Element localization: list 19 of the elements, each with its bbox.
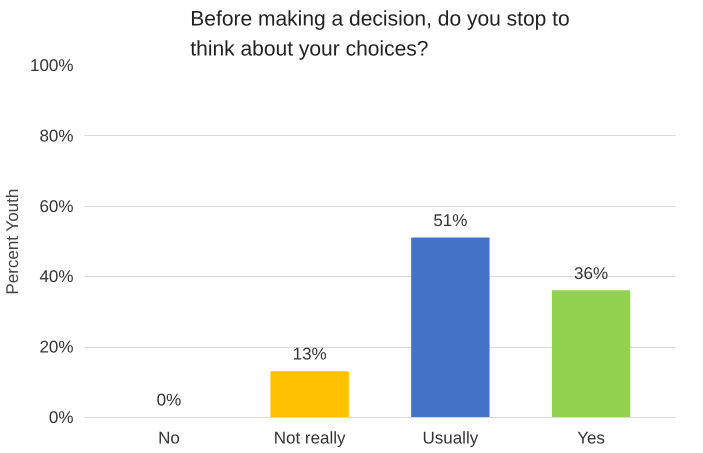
y-axis-title: Percent Youth [3, 188, 22, 295]
data-label: 51% [433, 210, 468, 230]
data-label: 13% [292, 344, 327, 364]
x-tick-label: Not really [274, 428, 346, 448]
y-tick-label: 20% [39, 338, 74, 357]
x-tick-label: Yes [577, 428, 605, 448]
data-label: 36% [574, 264, 608, 283]
x-tick-label: Usually [422, 428, 479, 448]
bar [552, 290, 630, 418]
y-tick-label: 0% [48, 408, 74, 427]
y-tick-label: 40% [39, 267, 74, 286]
chart-title: Before making a decision, do you stop to think about your choices? [190, 8, 570, 60]
bar [270, 371, 349, 418]
y-tick-label: 80% [39, 126, 74, 146]
data-label: 0% [156, 390, 182, 410]
bar [411, 237, 490, 418]
x-tick-label: No [158, 428, 180, 448]
y-tick-label: 60% [39, 196, 74, 216]
y-tick-label: 100% [30, 56, 74, 75]
